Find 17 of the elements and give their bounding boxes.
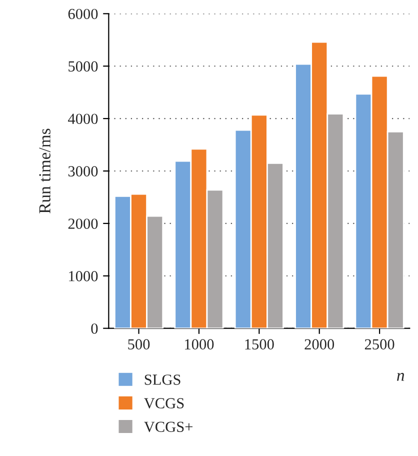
x-tick-label: 1000 bbox=[185, 339, 214, 350]
x-tick-label: 1500 bbox=[245, 339, 274, 350]
y-tick-label: 3000 bbox=[68, 166, 98, 176]
legend-label: SLGS bbox=[144, 374, 180, 385]
y-axis-title: Run time/ms bbox=[39, 128, 50, 214]
x-tick-label: 2000 bbox=[304, 339, 334, 350]
legend-label: VCGS bbox=[144, 398, 184, 408]
y-tick-label: 0 bbox=[91, 323, 98, 334]
y-tick-label: 4000 bbox=[68, 114, 98, 124]
x-axis-title: n bbox=[397, 372, 404, 381]
y-tick-label: 2000 bbox=[68, 218, 98, 229]
x-tick-label: 500 bbox=[128, 339, 150, 350]
y-tick-label: 5000 bbox=[68, 61, 98, 72]
y-tick-label: 6000 bbox=[68, 8, 98, 20]
x-tick-label: 2500 bbox=[364, 339, 394, 350]
legend-label: VCGS+ bbox=[144, 422, 192, 432]
y-tick-label: 1000 bbox=[69, 271, 98, 282]
